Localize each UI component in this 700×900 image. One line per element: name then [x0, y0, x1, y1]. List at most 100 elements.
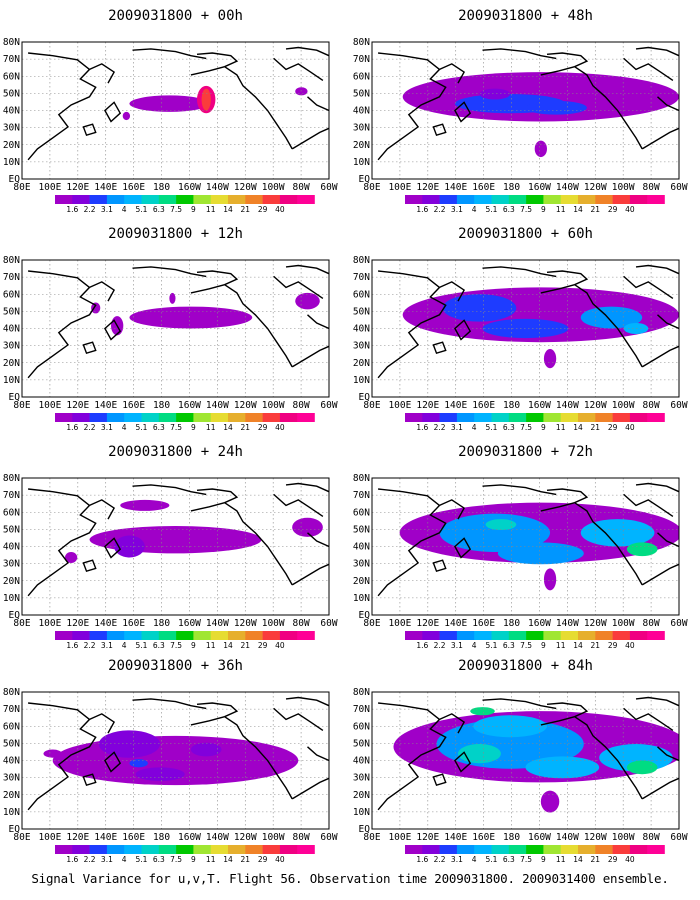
y-tick-label: 80N — [3, 473, 20, 484]
variance-blob — [580, 519, 655, 547]
coastline — [291, 563, 329, 586]
colorbar-swatch — [456, 195, 475, 204]
colorbar-label: 3.1 — [451, 423, 463, 432]
coastline — [82, 559, 97, 573]
coastlines — [377, 696, 679, 811]
colorbar-swatch — [297, 845, 315, 854]
y-tick-label: EQ — [359, 392, 371, 403]
colorbar-label: 11 — [556, 855, 566, 864]
y-tick-label: 30N — [3, 123, 20, 134]
colorbar-label: 7.5 — [170, 641, 182, 650]
colorbar-label: 7.5 — [520, 855, 532, 864]
colorbar-swatch — [405, 631, 423, 640]
colorbar-label: 4 — [122, 205, 127, 214]
variance-blob — [169, 292, 176, 304]
colorbar-label: 7.5 — [520, 423, 532, 432]
y-tick-label: 20N — [3, 140, 20, 151]
colorbar-label: 3.1 — [451, 641, 463, 650]
y-tick-label: 40N — [353, 106, 370, 117]
colorbar-swatch — [245, 413, 263, 422]
plot-frame — [21, 259, 330, 398]
colorbar-swatch — [526, 631, 544, 640]
coastline — [307, 96, 329, 112]
variance-blob — [201, 88, 211, 111]
x-tick-label: 140W — [556, 618, 579, 629]
colorbar-label: 21 — [241, 423, 251, 432]
map-panel: 2009031800 + 12h 80E 100E 120E 140E 160E 180 16… — [3, 226, 338, 432]
y-tick-label: EQ — [9, 824, 21, 835]
colorbar-label: 7.5 — [520, 641, 532, 650]
y-tick-label: 60N — [353, 721, 370, 732]
x-tick-label: 160W — [178, 182, 201, 193]
variance-shading — [402, 287, 679, 369]
colorbar-label: 5.1 — [486, 641, 498, 650]
colorbar-swatch — [439, 413, 458, 422]
x-tick-label: 140W — [206, 618, 229, 629]
x-tick-label: 160W — [528, 832, 551, 843]
x-tick-label: 140E — [444, 182, 467, 193]
coastline — [291, 127, 329, 150]
coastline — [224, 502, 293, 586]
y-tick-label: EQ — [359, 824, 371, 835]
colorbar-swatch — [124, 195, 142, 204]
plot-frame — [371, 259, 680, 398]
y-tick-label: 70N — [3, 272, 20, 283]
x-tick-label: 160E — [472, 832, 495, 843]
colorbar-label: 3.1 — [101, 205, 113, 214]
x-tick-label: 180 — [503, 832, 520, 843]
x-tick-label: 100W — [262, 400, 285, 411]
x-tick-label: 120W — [584, 400, 607, 411]
y-tick-label: 40N — [3, 756, 20, 767]
panel-title: 2009031800 + 24h — [108, 444, 243, 460]
coastline — [574, 716, 643, 800]
colorbar-swatch — [508, 413, 527, 422]
colorbar-swatch — [439, 845, 458, 854]
colorbar-label: 11 — [556, 205, 566, 214]
colorbar-swatch — [158, 845, 177, 854]
y-tick-label: 20N — [353, 790, 370, 801]
colorbar-swatch — [106, 631, 125, 640]
colorbar-swatch — [262, 631, 281, 640]
x-tick-label: 140E — [94, 182, 117, 193]
coastlines — [27, 482, 329, 597]
colorbar-label: 21 — [241, 641, 251, 650]
y-tick-label: 50N — [353, 306, 370, 317]
variance-blob — [190, 742, 222, 757]
panel-title: 2009031800 + 60h — [458, 226, 593, 242]
colorbar-label: 1.6 — [416, 423, 428, 432]
variance-blob — [479, 88, 511, 100]
colorbar-swatch — [72, 195, 90, 204]
colorbar-label: 5.1 — [136, 855, 148, 864]
colorbar-label: 21 — [591, 423, 601, 432]
colorbar-swatch — [297, 413, 315, 422]
colorbar-label: 14 — [573, 855, 583, 864]
x-tick-label: 120W — [234, 832, 257, 843]
y-tick-label: 10N — [353, 375, 370, 386]
colorbar-swatch — [193, 413, 211, 422]
colorbar-swatch — [279, 413, 298, 422]
coastline — [454, 101, 472, 123]
y-tick-label: 50N — [3, 88, 20, 99]
variance-blob — [135, 767, 185, 782]
x-tick-label: 80E — [363, 182, 380, 193]
colorbar-swatch — [456, 845, 475, 854]
colorbar-swatch — [279, 195, 298, 204]
colorbar-label: 2.2 — [434, 641, 446, 650]
coastline — [623, 707, 674, 731]
coastline — [377, 488, 447, 597]
colorbar-label: 11 — [556, 641, 566, 650]
colorbar-label: 21 — [591, 205, 601, 214]
colorbar-swatch — [89, 413, 108, 422]
y-tick-label: 70N — [353, 704, 370, 715]
coastline — [657, 746, 679, 762]
colorbar-label: 9 — [541, 855, 546, 864]
coastline — [482, 484, 557, 496]
colorbar: 1.6 2.2 3.1 4 5.1 6.3 7.5 9 11 14 21 29 40 — [55, 845, 315, 864]
x-tick-label: 140W — [556, 832, 579, 843]
coastline — [482, 698, 557, 710]
colorbar-swatch — [89, 845, 108, 854]
coastline — [82, 123, 97, 137]
variance-blob — [626, 542, 658, 557]
colorbar-label: 1.6 — [66, 205, 78, 214]
x-tick-label: 80E — [363, 400, 380, 411]
